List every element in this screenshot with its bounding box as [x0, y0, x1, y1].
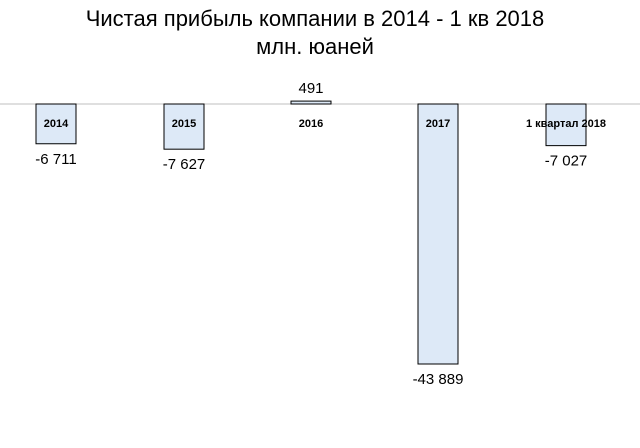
chart-title: Чистая прибыль компании в 2014 - 1 кв 20…	[86, 6, 545, 31]
bar-2	[290, 100, 332, 105]
value-label-3: -43 889	[413, 371, 464, 388]
value-label-2: 491	[298, 80, 323, 97]
bar-3	[417, 103, 459, 365]
value-label-0: -6 711	[35, 151, 76, 168]
bar-4	[545, 103, 587, 147]
bar-1	[163, 103, 205, 150]
category-label-4: 1 квартал 2018	[526, 118, 606, 130]
category-label-1: 2015	[172, 118, 196, 130]
value-label-4: -7 027	[545, 153, 588, 170]
category-label-3: 2017	[426, 118, 450, 130]
category-label-0: 2014	[44, 118, 69, 130]
bar-0	[35, 103, 77, 145]
value-labels-group: -6 711 -7 627 491 -43 889 -7 027	[35, 80, 587, 388]
chart-subtitle: млн. юаней	[256, 34, 374, 59]
value-label-1: -7 627	[163, 156, 206, 173]
category-label-2: 2016	[299, 118, 323, 130]
bars-group	[35, 100, 587, 365]
category-labels-group: 2014 2015 2016 2017 1 квартал 2018	[44, 118, 606, 130]
